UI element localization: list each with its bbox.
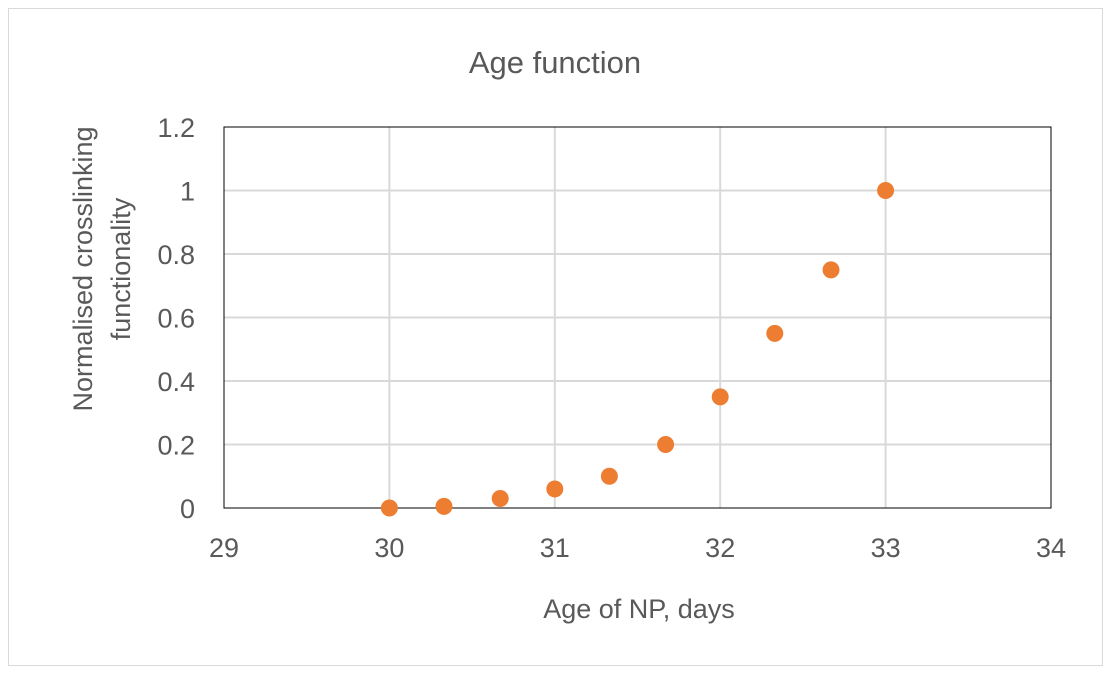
data-point	[380, 499, 398, 517]
data-point	[435, 497, 453, 515]
data-point	[711, 388, 729, 406]
plot-area-border	[223, 126, 1052, 509]
x-tick-label: 33	[871, 533, 901, 563]
x-tick-label: 32	[705, 533, 735, 563]
chart-title: Age function	[469, 45, 641, 80]
data-point	[766, 324, 784, 342]
data-points	[380, 182, 895, 517]
chart-frame: Age function 29 30 31 32 33 34 0 0.2 0.4 0.6 0.8 1…	[8, 8, 1103, 666]
y-tick-label: 0.6	[157, 304, 195, 334]
data-point	[657, 436, 675, 453]
y-axis-label-line-1: Normalised crosslinking	[68, 126, 98, 411]
data-point	[546, 480, 564, 498]
y-axis-label-line-2: functionality	[106, 197, 136, 340]
y-axis-tick-labels: 0 0.2 0.4 0.6 0.8 1 1.2	[157, 113, 195, 524]
x-axis-tick-labels: 29 30 31 32 33 34	[209, 533, 1066, 563]
x-axis-label: Age of NP, days	[543, 594, 735, 624]
y-tick-label: 0	[180, 494, 195, 524]
x-tick-label: 34	[1036, 533, 1066, 563]
y-tick-label: 1	[180, 177, 195, 207]
y-tick-label: 0.8	[157, 240, 195, 270]
grid-lines	[224, 127, 1051, 508]
y-axis-label: Normalised crosslinking functionality	[68, 126, 136, 411]
data-point	[877, 182, 895, 199]
data-point	[822, 261, 840, 279]
data-point	[600, 467, 618, 485]
x-tick-label: 29	[209, 533, 239, 563]
data-point	[491, 489, 509, 507]
y-tick-label: 0.2	[157, 431, 195, 461]
y-tick-label: 1.2	[157, 113, 195, 143]
x-tick-label: 30	[374, 533, 404, 563]
x-tick-label: 31	[540, 533, 570, 563]
y-tick-label: 0.4	[157, 367, 195, 397]
scatter-chart: Age function 29 30 31 32 33 34 0 0.2 0.4 0.6 0.8 1…	[68, 45, 1066, 624]
